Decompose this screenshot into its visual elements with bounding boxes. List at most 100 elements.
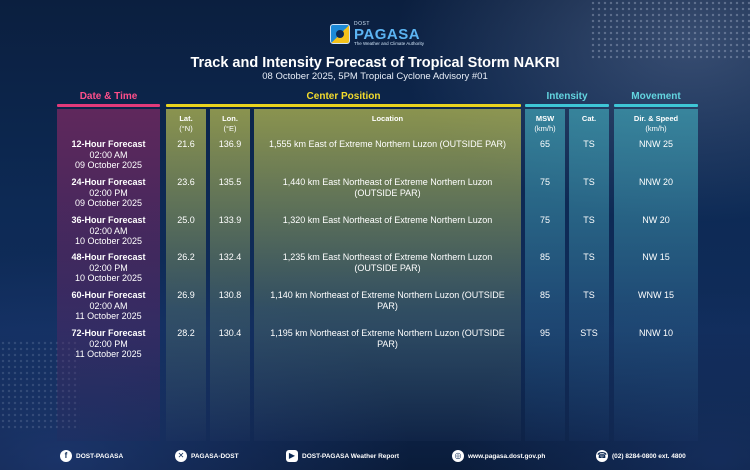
- forecast-label: 36-Hour Forecast: [71, 215, 146, 225]
- forecast-label: 60-Hour Forecast: [71, 290, 146, 300]
- col-header-dir-unit: (km/h): [645, 124, 667, 133]
- cell-msw: 95: [539, 328, 550, 338]
- column-bg-dir: [614, 109, 698, 441]
- cell-location: 1,140 km Northeast of Extreme Northern L…: [270, 290, 505, 311]
- cell-cat: TS: [583, 252, 595, 262]
- col-header-lon-label: Lon.: [222, 114, 238, 123]
- footer-x-label: PAGASA-DOST: [191, 452, 239, 460]
- footer-facebook-label: DOST-PAGASA: [76, 452, 124, 460]
- cell-date: 60-Hour Forecast 02:00 AM 11 October 202…: [57, 290, 160, 322]
- forecast-date: 11 October 2025: [75, 349, 142, 359]
- cell-dir: NNW 10: [638, 328, 673, 338]
- cell-dir: WNW 15: [638, 290, 674, 300]
- group-header-intensity: Intensity: [525, 90, 609, 107]
- forecast-label: 24-Hour Forecast: [71, 177, 146, 187]
- group-header-movement-label: Movement: [631, 91, 681, 102]
- cell-dir: NNW 25: [638, 139, 673, 149]
- cell-lat: 25.0: [177, 215, 195, 225]
- col-header-dir-label: Dir. & Speed: [633, 114, 679, 123]
- cell-location: 1,440 km East Northeast of Extreme North…: [282, 177, 493, 198]
- group-header-center-label: Center Position: [306, 91, 381, 102]
- forecast-date: 10 October 2025: [74, 273, 143, 283]
- cell-location: 1,320 km East Northeast of Extreme North…: [282, 215, 493, 225]
- footer-phone-label: (02) 8284-0800 ext. 4800: [612, 452, 686, 460]
- table-row: 36-Hour Forecast 02:00 AM 10 October 202…: [0, 215, 750, 252]
- cell-date: 24-Hour Forecast 02:00 PM 09 October 202…: [57, 177, 160, 209]
- x-icon: ✕: [175, 450, 187, 462]
- group-header-date-bar: [57, 104, 160, 107]
- column-bg-cat: [569, 109, 609, 441]
- forecast-label: 48-Hour Forecast: [71, 252, 146, 262]
- col-header-cat: Cat.: [569, 114, 609, 124]
- forecast-time: 02:00 AM: [89, 149, 128, 160]
- cell-date: 12-Hour Forecast 02:00 AM 09 October 202…: [57, 139, 160, 171]
- youtube-icon: ▶: [286, 450, 298, 462]
- footer-phone[interactable]: ☎ (02) 8284-0800 ext. 4800: [596, 450, 686, 462]
- group-header-intensity-label: Intensity: [546, 91, 588, 102]
- cell-lon: 130.8: [218, 290, 242, 300]
- forecast-time: 02:00 PM: [89, 262, 128, 273]
- logo-name: PAGASA: [354, 26, 421, 43]
- forecast-time: 02:00 PM: [89, 338, 128, 349]
- footer-website[interactable]: ◎ www.pagasa.dost.gov.ph: [452, 450, 545, 462]
- cell-msw: 85: [539, 290, 550, 300]
- phone-icon: ☎: [596, 450, 608, 462]
- cell-cat: TS: [583, 177, 595, 187]
- col-header-lon-unit: (°E): [223, 124, 237, 133]
- forecast-label: 12-Hour Forecast: [71, 139, 146, 149]
- cell-location: 1,555 km East of Extreme Northern Luzon …: [269, 139, 506, 149]
- table-row: 12-Hour Forecast 02:00 AM 09 October 202…: [0, 139, 750, 176]
- cell-cat: TS: [583, 290, 595, 300]
- forecast-label: 72-Hour Forecast: [71, 328, 146, 338]
- cell-date: 48-Hour Forecast 02:00 PM 10 October 202…: [57, 252, 160, 284]
- cell-location: 1,235 km East Northeast of Extreme North…: [282, 252, 493, 273]
- forecast-time: 02:00 AM: [89, 300, 128, 311]
- col-header-cat-label: Cat.: [581, 114, 597, 123]
- group-header-movement: Movement: [614, 90, 698, 107]
- cell-lon: 130.4: [218, 328, 242, 338]
- group-header-date-label: Date & Time: [79, 91, 138, 102]
- decorative-dots-top: [590, 0, 750, 60]
- col-header-lat: Lat. (°N): [166, 114, 206, 134]
- forecast-date: 09 October 2025: [74, 160, 143, 170]
- forecast-date: 11 October 2025: [75, 311, 142, 321]
- forecast-time: 02:00 AM: [89, 225, 128, 236]
- cell-lat: 26.2: [177, 252, 195, 262]
- footer-website-label: www.pagasa.dost.gov.ph: [468, 452, 546, 460]
- footer-x[interactable]: ✕ PAGASA-DOST: [175, 450, 239, 462]
- cell-msw: 85: [539, 252, 550, 262]
- col-header-location-label: Location: [371, 114, 404, 123]
- logo-tagline: The Weather and Climate Authority: [354, 41, 424, 46]
- facebook-icon: f: [60, 450, 72, 462]
- cell-lon: 135.5: [218, 177, 242, 187]
- cell-lat: 28.2: [177, 328, 195, 338]
- cell-lon: 133.9: [218, 215, 242, 225]
- col-header-location: Location: [254, 114, 521, 124]
- table-row: 48-Hour Forecast 02:00 PM 10 October 202…: [0, 252, 750, 289]
- cell-dir: NNW 20: [638, 177, 673, 187]
- footer-youtube-label: DOST-PAGASA Weather Report: [302, 452, 400, 460]
- column-bg-msw: [525, 109, 565, 441]
- column-bg-date: [57, 109, 160, 441]
- cell-lat: 26.9: [177, 290, 195, 300]
- logo-dost-label: DOST: [354, 21, 370, 27]
- footer-facebook[interactable]: f DOST-PAGASA: [60, 450, 123, 462]
- cell-msw: 75: [539, 215, 550, 225]
- page-title: Track and Intensity Forecast of Tropical…: [190, 55, 560, 71]
- cell-lon: 132.4: [218, 252, 242, 262]
- col-header-msw-label: MSW: [535, 114, 555, 123]
- cell-cat: STS: [580, 328, 598, 338]
- cell-msw: 75: [539, 177, 550, 187]
- group-header-movement-bar: [614, 104, 698, 107]
- col-header-lon: Lon. (°E): [210, 114, 250, 134]
- cell-dir: NW 15: [642, 252, 670, 262]
- globe-icon: ◎: [452, 450, 464, 462]
- table-row: 60-Hour Forecast 02:00 AM 11 October 202…: [0, 290, 750, 327]
- cell-cat: TS: [583, 139, 595, 149]
- forecast-date: 10 October 2025: [74, 236, 143, 246]
- group-header-date: Date & Time: [57, 90, 160, 107]
- column-bg-lat: [166, 109, 206, 441]
- pagasa-emblem-icon: [330, 24, 350, 45]
- footer-youtube[interactable]: ▶ DOST-PAGASA Weather Report: [286, 450, 399, 462]
- cell-location: 1,195 km Northeast of Extreme Northern L…: [270, 328, 505, 349]
